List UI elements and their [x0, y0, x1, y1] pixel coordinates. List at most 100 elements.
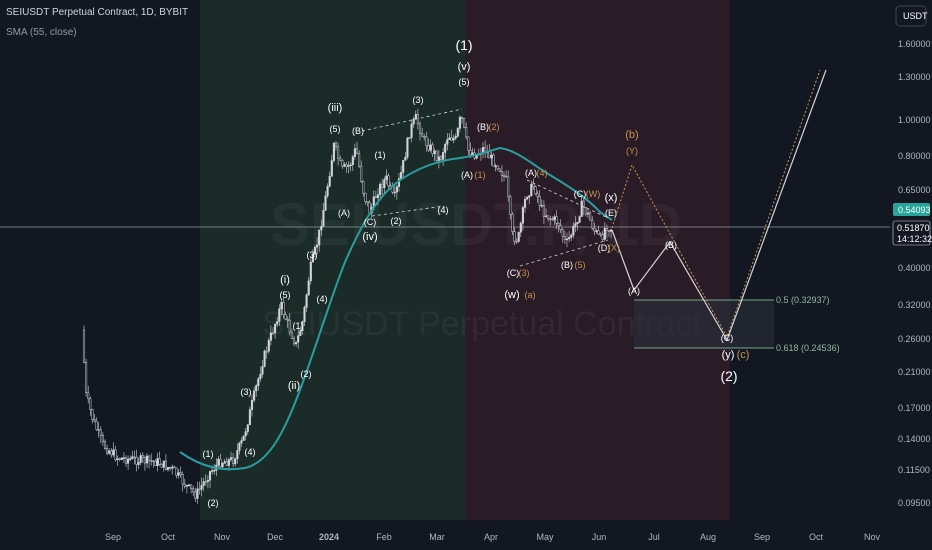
- candle-body: [544, 215, 548, 218]
- candle-body: [584, 207, 587, 215]
- candle-body: [490, 154, 493, 159]
- candle-body: [156, 458, 159, 466]
- candle-body: [421, 133, 424, 137]
- candle-body: [154, 460, 157, 466]
- candle-body: [194, 491, 197, 499]
- candle-body: [145, 455, 149, 464]
- svg-text:(i): (i): [280, 274, 290, 286]
- candle-body: [519, 222, 522, 233]
- candle-body: [150, 460, 153, 462]
- candle-body: [112, 449, 115, 456]
- candle-body: [345, 164, 348, 167]
- candle-body: [343, 164, 346, 167]
- usdt-currency-label[interactable]: USDT: [903, 11, 928, 21]
- candle-body: [492, 154, 495, 167]
- usdt-currency-button[interactable]: [895, 5, 927, 27]
- svg-text:(y): (y): [722, 349, 735, 361]
- candle-body: [446, 139, 449, 145]
- candle-body: [358, 153, 361, 167]
- svg-text:(iii): (iii): [328, 102, 343, 114]
- wave-labels: (1) (v) (5) (iii) (5) (3) (B) (1) (A) (C…: [203, 37, 738, 508]
- candle-body: [500, 171, 503, 177]
- candle-body: [152, 460, 155, 463]
- watermark-name: SEIUSDT Perpetual Contract: [262, 305, 702, 343]
- candle-body: [607, 230, 611, 232]
- candle-body: [175, 467, 178, 476]
- candle-body: [303, 307, 306, 323]
- candlestick-series: [82, 108, 613, 504]
- time-axis[interactable]: [0, 520, 932, 550]
- candle-body: [559, 225, 562, 231]
- time-tick-label: Apr: [484, 532, 498, 542]
- price-tick-label: 0.40000: [898, 263, 931, 273]
- candle-body: [595, 230, 598, 233]
- svg-text:(B): (B): [352, 126, 364, 136]
- candle-body: [280, 302, 283, 309]
- price-tick-label: 0.80000: [898, 151, 931, 161]
- candle-body: [414, 114, 417, 120]
- candle-body: [454, 136, 457, 139]
- candle-body: [89, 398, 92, 410]
- candle-body: [465, 127, 468, 138]
- projection-white: [611, 69, 827, 342]
- candle-body: [223, 461, 226, 464]
- sma-indicator-legend[interactable]: SMA (55, close): [6, 27, 77, 38]
- candle-body: [292, 338, 296, 345]
- candle-body: [213, 470, 216, 472]
- time-tick-label: Nov: [864, 532, 881, 542]
- candle-body: [271, 332, 275, 335]
- candle-body: [139, 455, 142, 463]
- price-axis[interactable]: [890, 0, 932, 520]
- svg-text:(C): (C): [364, 217, 377, 227]
- candle-body: [87, 392, 90, 399]
- candle-body: [202, 481, 205, 486]
- candle-body: [160, 464, 163, 468]
- current-price-badge: [893, 203, 930, 216]
- price-tick-label: 0.21000: [898, 367, 931, 377]
- candle-body: [133, 456, 136, 459]
- projection-orange: [611, 69, 821, 339]
- fib-label-0618: 0.618 (0.24536): [776, 343, 840, 353]
- svg-text:(B): (B): [665, 240, 677, 250]
- candle-body: [200, 485, 203, 490]
- candle-body: [450, 137, 453, 141]
- candle-body: [97, 429, 100, 431]
- time-tick-label: May: [536, 532, 554, 542]
- candle-body: [393, 191, 396, 194]
- candle-body: [103, 441, 107, 449]
- svg-text:(b): (b): [625, 129, 638, 141]
- candle-body: [177, 472, 180, 476]
- time-tick-label: 2024: [319, 532, 339, 542]
- candle-body: [234, 458, 237, 465]
- svg-text:(A): (A): [525, 168, 537, 178]
- candle-body: [444, 144, 447, 153]
- candle-body: [572, 225, 575, 236]
- candle-body: [404, 156, 407, 161]
- candle-body: [547, 215, 550, 219]
- price-tick-label: 0.17000: [898, 403, 931, 413]
- candle-body: [517, 232, 520, 242]
- candle-body: [99, 429, 102, 436]
- candle-body: [204, 481, 207, 483]
- candle-body: [236, 450, 239, 460]
- candle-body: [458, 116, 461, 129]
- svg-text:(A): (A): [338, 208, 350, 218]
- candle-body: [269, 332, 272, 341]
- candle-body: [496, 165, 499, 170]
- candle-body: [101, 435, 104, 442]
- candle-body: [85, 362, 88, 394]
- candle-body: [181, 473, 184, 485]
- candle-body: [232, 457, 235, 465]
- candle-body: [605, 228, 608, 231]
- candle-body: [366, 201, 369, 204]
- candle-body: [452, 137, 455, 141]
- candle-body: [597, 230, 600, 235]
- candle-body: [261, 366, 264, 375]
- chart-title[interactable]: SEIUSDT Perpetual Contract, 1D, BYBIT: [6, 7, 189, 18]
- time-tick-label: Sep: [754, 532, 770, 542]
- candle-body: [276, 321, 279, 325]
- candle-body: [326, 186, 329, 197]
- candle-body: [337, 146, 340, 159]
- time-tick-label: Sep: [105, 532, 121, 542]
